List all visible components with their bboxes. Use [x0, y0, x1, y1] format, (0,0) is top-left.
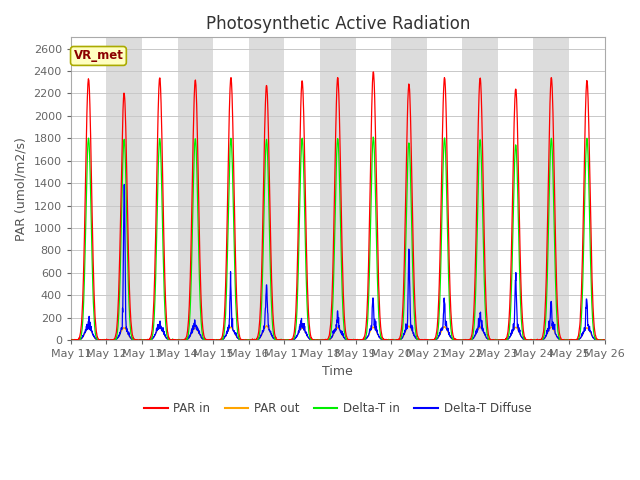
- PAR out: [365, 332, 372, 337]
- Delta-T in: [216, 337, 224, 343]
- PAR out: [493, 337, 500, 343]
- Bar: [71, 37, 106, 340]
- Bar: [569, 37, 605, 340]
- PAR in: [554, 308, 561, 313]
- Delta-T Diffuse: [493, 337, 501, 343]
- Delta-T in: [353, 337, 361, 343]
- Delta-T in: [365, 291, 372, 297]
- Bar: [534, 37, 569, 340]
- Bar: [106, 37, 142, 340]
- Delta-T Diffuse: [365, 331, 373, 336]
- Line: Delta-T in: Delta-T in: [71, 137, 605, 340]
- Text: VR_met: VR_met: [74, 49, 124, 62]
- Bar: [142, 37, 177, 340]
- PAR out: [569, 337, 577, 343]
- PAR out: [554, 335, 561, 340]
- Delta-T Diffuse: [353, 337, 361, 343]
- Delta-T in: [554, 328, 562, 334]
- PAR in: [353, 337, 361, 343]
- PAR in: [601, 337, 609, 343]
- PAR in: [569, 337, 577, 343]
- PAR out: [601, 337, 609, 343]
- Legend: PAR in, PAR out, Delta-T in, Delta-T Diffuse: PAR in, PAR out, Delta-T in, Delta-T Dif…: [140, 397, 536, 420]
- PAR out: [262, 323, 270, 328]
- Delta-T Diffuse: [601, 337, 609, 343]
- Bar: [427, 37, 462, 340]
- Title: Photosynthetic Active Radiation: Photosynthetic Active Radiation: [205, 15, 470, 33]
- Delta-T Diffuse: [67, 337, 75, 343]
- Bar: [249, 37, 284, 340]
- Line: PAR out: PAR out: [71, 325, 605, 340]
- Y-axis label: PAR (umol/m2/s): PAR (umol/m2/s): [15, 137, 28, 240]
- PAR out: [216, 337, 223, 343]
- PAR out: [353, 337, 361, 343]
- PAR in: [365, 264, 372, 269]
- Delta-T Diffuse: [569, 337, 577, 343]
- Delta-T Diffuse: [216, 337, 224, 343]
- Delta-T in: [601, 337, 609, 343]
- Delta-T in: [67, 337, 75, 343]
- Delta-T Diffuse: [120, 181, 128, 187]
- Delta-T in: [67, 337, 75, 343]
- Delta-T Diffuse: [102, 337, 110, 343]
- Bar: [320, 37, 356, 340]
- Delta-T in: [569, 337, 577, 343]
- Line: Delta-T Diffuse: Delta-T Diffuse: [71, 184, 605, 340]
- PAR in: [370, 69, 378, 75]
- Delta-T in: [369, 134, 377, 140]
- Bar: [462, 37, 498, 340]
- Delta-T in: [493, 337, 501, 343]
- Bar: [213, 37, 249, 340]
- Bar: [498, 37, 534, 340]
- Bar: [284, 37, 320, 340]
- X-axis label: Time: Time: [323, 365, 353, 378]
- Bar: [356, 37, 391, 340]
- PAR in: [493, 337, 500, 343]
- Line: PAR in: PAR in: [71, 72, 605, 340]
- Delta-T Diffuse: [554, 335, 562, 341]
- PAR out: [67, 337, 75, 343]
- Bar: [391, 37, 427, 340]
- Bar: [177, 37, 213, 340]
- PAR in: [67, 337, 75, 343]
- PAR in: [216, 337, 223, 343]
